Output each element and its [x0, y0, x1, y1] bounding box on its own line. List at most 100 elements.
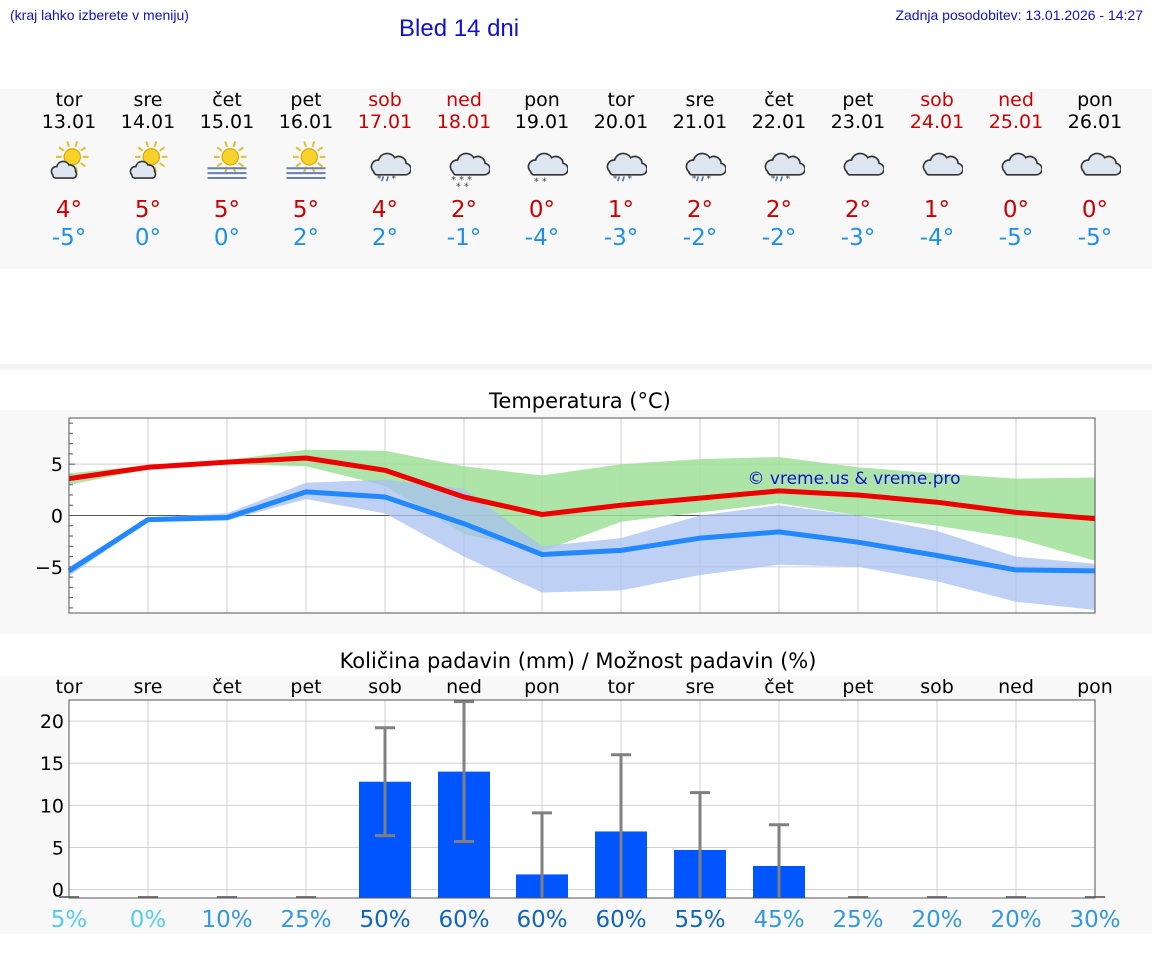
x-category-label: čet: [212, 676, 242, 698]
max-temperature: 0°: [1081, 197, 1109, 223]
precipitation-probability: 45%: [753, 907, 804, 933]
precipitation-probability: 20%: [911, 907, 962, 933]
svg-text:* * *: * * *: [451, 175, 472, 186]
max-temperature: 0°: [528, 197, 556, 223]
svg-text:*: *: [707, 174, 712, 184]
page-title: Bled 14 dni: [399, 15, 520, 42]
x-category-label: sre: [134, 676, 163, 698]
y-tick-label: 0: [51, 506, 63, 528]
x-category-label: pon: [524, 676, 560, 698]
cloud-icon: [922, 152, 963, 176]
min-temperature: 2°: [292, 225, 320, 251]
day-date: 24.01: [909, 111, 965, 133]
min-range-band: [69, 479, 1095, 610]
cloud-light-snow-icon: * *: [527, 152, 568, 188]
precipitation-probability: 55%: [674, 907, 725, 933]
cloud-sleet-icon: * *: [764, 152, 805, 184]
svg-text:*: *: [613, 174, 618, 184]
max-temperature: 5°: [292, 197, 320, 223]
sun-cloud-icon: [129, 141, 168, 179]
x-category-label: pon: [1077, 676, 1113, 698]
day-name: tor: [55, 89, 83, 111]
svg-text:*: *: [786, 174, 791, 184]
max-temperature: 5°: [134, 197, 162, 223]
precipitation-probability: 25%: [832, 907, 883, 933]
min-temperature: 2°: [371, 225, 399, 251]
day-date: 22.01: [751, 111, 807, 133]
x-category-label: pet: [842, 676, 873, 698]
min-temperature-line: [67, 489, 1096, 574]
svg-text:*: *: [692, 174, 697, 184]
day-date: 20.01: [593, 111, 649, 133]
min-temperature: -5°: [998, 225, 1034, 251]
max-temperature: 2°: [686, 197, 714, 223]
sun-fog-icon: [286, 141, 326, 180]
min-temperature: -4°: [919, 225, 955, 251]
precipitation-probability: 30%: [1069, 907, 1120, 933]
day-name: ned: [446, 89, 482, 111]
plot-frame: [68, 417, 1096, 614]
forecast-days: tor 13.01 4° -5° sre 14.01 5° 0° čet 15.01 5° 0° pet…: [0, 89, 1152, 269]
day-date: 18.01: [436, 111, 492, 133]
day-date: 26.01: [1067, 111, 1123, 133]
min-temperature: -2°: [761, 225, 797, 251]
day-name: čet: [212, 89, 242, 111]
svg-text:*: *: [377, 174, 382, 184]
last-updated: Zadnja posodobitev: 13.01.2026 - 14:27: [895, 7, 1143, 23]
max-temperature: 1°: [923, 197, 951, 223]
day-name: čet: [764, 89, 794, 111]
day-date: 25.01: [988, 111, 1044, 133]
cloud-icon: [1080, 152, 1121, 176]
precipitation-probability: 60%: [438, 907, 489, 933]
cloud-sleet-icon: * *: [685, 152, 726, 184]
min-temperature: -5°: [1077, 225, 1113, 251]
temperature-chart-title: Temperatura (°C): [488, 389, 671, 413]
min-temperature: -1°: [446, 225, 482, 251]
y-tick-label: 0: [52, 880, 64, 902]
temperature-chart: −5 0 5 Temperatura (°C) © vreme.us & vreme.p…: [35, 389, 1096, 614]
x-category-label: ned: [446, 676, 482, 698]
precipitation-probability: 25%: [280, 907, 331, 933]
cloud-sleet-icon: * *: [606, 152, 647, 184]
day-date: 23.01: [830, 111, 886, 133]
day-date: 21.01: [672, 111, 728, 133]
plot-frame: [68, 699, 1096, 899]
min-temperature: -2°: [682, 225, 718, 251]
precipitation-probability: 60%: [516, 907, 567, 933]
svg-text:*: *: [771, 174, 776, 184]
cloud-snow-icon: * * ** *: [449, 152, 490, 191]
max-temperature: 2°: [844, 197, 872, 223]
day-name: sre: [685, 89, 715, 111]
min-temperature: -3°: [603, 225, 639, 251]
day-name: ned: [998, 89, 1034, 111]
x-category-label: sre: [686, 676, 715, 698]
max-temperature: 0°: [1002, 197, 1030, 223]
y-tick-label: 5: [51, 454, 63, 476]
y-tick-label: −5: [35, 557, 63, 579]
day-date: 15.01: [199, 111, 255, 133]
svg-text:* *: * *: [456, 181, 469, 191]
cloud-sleet-icon: * *: [370, 152, 411, 184]
x-category-label: tor: [56, 676, 83, 698]
forecast-band: [0, 89, 1152, 269]
precipitation-chart: Količina padavin (mm) / Možnost padavin …: [40, 649, 1121, 933]
precipitation-probability: 5%: [51, 907, 88, 933]
max-temperature: 2°: [450, 197, 478, 223]
max-temperature-line: [68, 455, 1096, 522]
max-temperature: 5°: [213, 197, 241, 223]
min-temperature: -5°: [51, 225, 87, 251]
svg-text:*: *: [392, 174, 397, 184]
max-temperature: 4°: [371, 197, 399, 223]
precipitation-chart-title: Količina padavin (mm) / Možnost padavin …: [340, 649, 817, 673]
day-date: 16.01: [278, 111, 334, 133]
day-name: pet: [290, 89, 322, 111]
day-name: sob: [920, 89, 954, 111]
min-temperature: -4°: [524, 225, 560, 251]
max-temperature: 4°: [55, 197, 83, 223]
hint-text: (kraj lahko izberete v meniju): [10, 7, 189, 23]
y-tick-label: 20: [40, 711, 64, 733]
y-tick-label: 15: [40, 753, 64, 775]
y-tick-label: 5: [52, 837, 64, 859]
day-date: 13.01: [41, 111, 97, 133]
x-category-label: čet: [764, 676, 794, 698]
